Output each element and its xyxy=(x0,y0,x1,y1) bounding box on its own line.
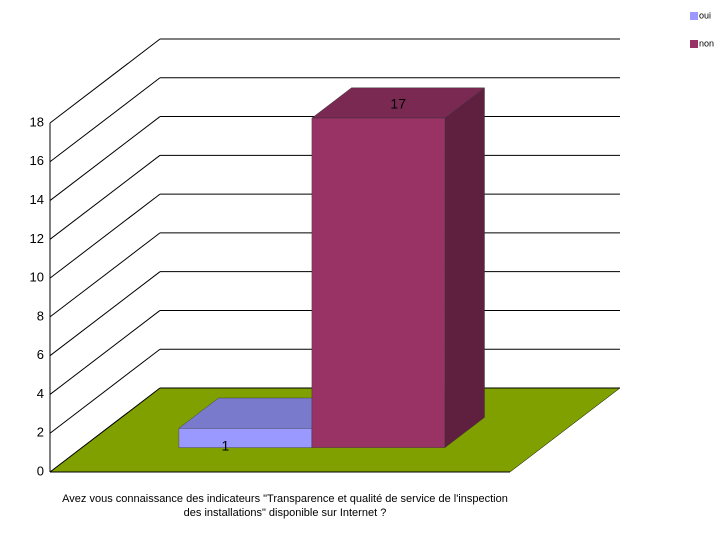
y-tick-label: 6 xyxy=(37,347,44,362)
y-tick-label: 18 xyxy=(30,114,44,129)
legend-label: non xyxy=(699,38,714,48)
legend-swatch xyxy=(690,12,698,20)
legend-swatch xyxy=(690,40,698,48)
y-tick-label: 14 xyxy=(30,192,44,207)
bar-front xyxy=(311,117,446,448)
grid-line xyxy=(49,77,161,163)
grid-line xyxy=(49,232,161,318)
y-tick-label: 16 xyxy=(30,153,44,168)
grid-line xyxy=(49,387,161,473)
legend-label: oui xyxy=(699,10,711,20)
grid-line xyxy=(49,116,161,201)
grid-line xyxy=(49,310,161,395)
grid-line xyxy=(49,154,161,240)
grid-line xyxy=(49,271,161,357)
data-label: 1 xyxy=(222,437,230,453)
bar-front xyxy=(178,428,313,448)
grid-line xyxy=(49,348,161,434)
y-tick-label: 8 xyxy=(37,308,44,323)
y-tick-label: 10 xyxy=(30,270,44,285)
data-label: 17 xyxy=(390,96,406,112)
bar xyxy=(311,87,486,449)
y-tick-label: 2 xyxy=(37,425,44,440)
y-tick-label: 0 xyxy=(37,463,44,478)
grid-line xyxy=(49,193,161,279)
bar-side xyxy=(444,87,485,449)
x-tick-label: Avez vous connaissance des indicateurs "… xyxy=(62,493,508,519)
grid-line xyxy=(49,38,161,124)
y-tick-label: 12 xyxy=(30,231,44,246)
y-tick-label: 4 xyxy=(37,386,44,401)
